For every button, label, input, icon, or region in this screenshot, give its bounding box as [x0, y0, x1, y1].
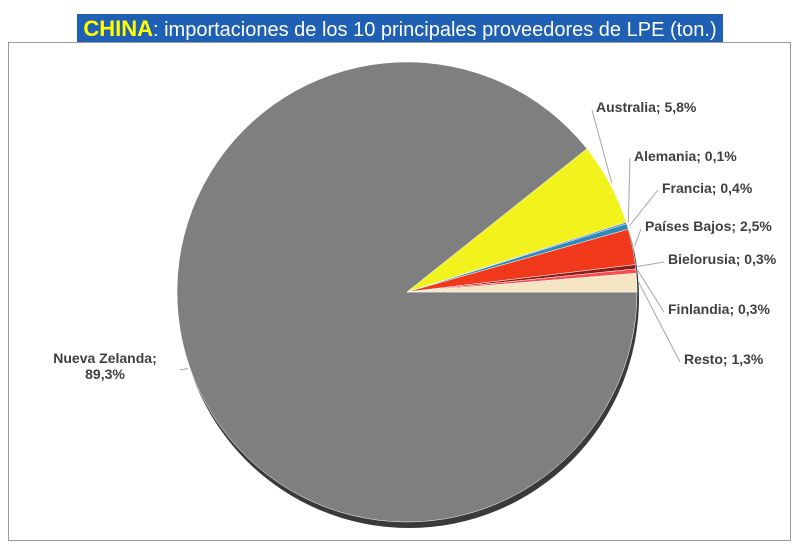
- leader-line: [628, 189, 659, 227]
- data-label: Alemania; 0,1%: [634, 148, 737, 164]
- chart-title: CHINA: importaciones de los 10 principal…: [0, 14, 800, 44]
- leader-line: [637, 270, 665, 313]
- leader-line: [634, 228, 642, 247]
- title-highlight: CHINA: [83, 16, 153, 41]
- data-label: Nueva Zelanda; 89,3%: [53, 350, 157, 382]
- leader-line: [179, 368, 189, 371]
- leader-line: [591, 109, 613, 183]
- data-label: Países Bajos; 2,5%: [645, 218, 772, 234]
- data-label: Australia; 5,8%: [596, 99, 697, 115]
- data-label: Bielorusia; 0,3%: [668, 251, 777, 267]
- pie-slice: [406, 272, 638, 293]
- title-box: CHINA: importaciones de los 10 principal…: [77, 14, 723, 44]
- leader-line: [637, 261, 665, 268]
- data-label: Resto; 1,3%: [684, 351, 764, 367]
- title-text: : importaciones de los 10 principales pr…: [153, 19, 717, 41]
- data-label: Finlandia; 0,3%: [668, 301, 770, 317]
- leader-line: [638, 282, 681, 363]
- data-label: Francia; 0,4%: [662, 180, 753, 196]
- leader-line: [627, 157, 631, 223]
